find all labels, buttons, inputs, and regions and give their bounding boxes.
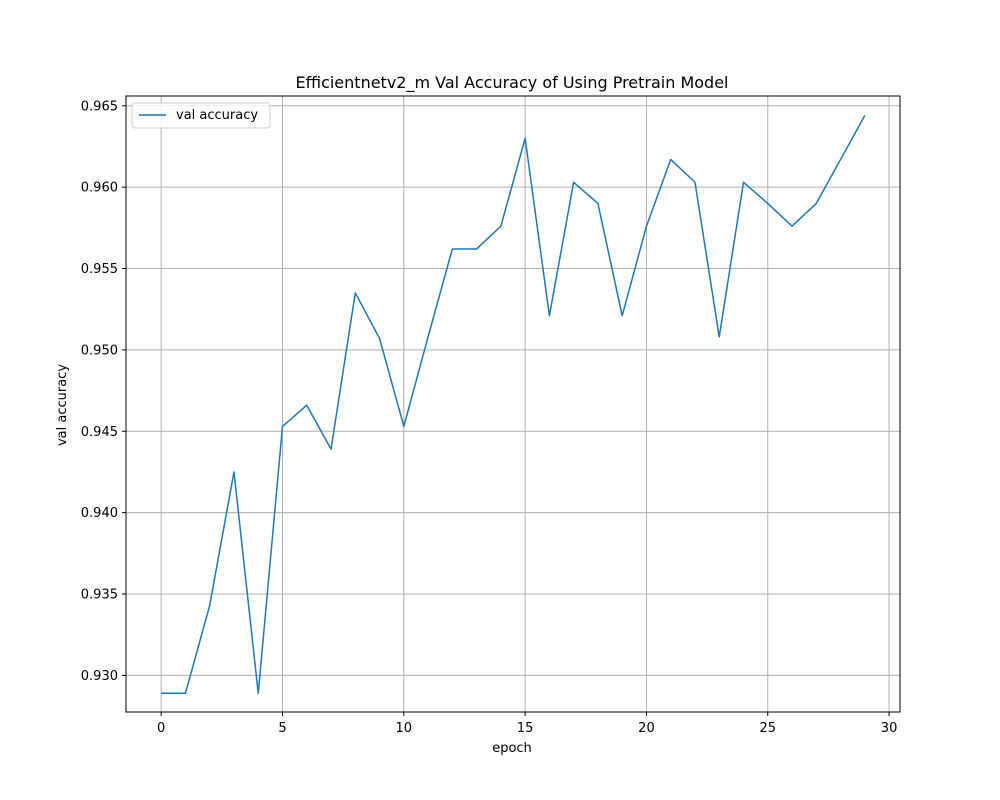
x-tick-label: 20	[638, 721, 655, 736]
y-tick-label: 0.935	[81, 588, 118, 603]
y-tick-label: 0.940	[81, 506, 118, 521]
axes-frame	[125, 95, 901, 713]
x-tick-label: 10	[396, 721, 413, 736]
axis-ticks: 0 5 10 15 20 25 30 0.930 0.935 0.940 0.945 0.950 0.9…	[81, 99, 898, 736]
legend-box	[131, 102, 271, 129]
y-tick-label: 0.945	[81, 425, 118, 440]
y-tick-label: 0.955	[81, 262, 118, 277]
y-tick-label: 0.960	[81, 181, 118, 196]
y-axis-label: val accuracy	[55, 364, 70, 446]
y-tick-label: 0.965	[81, 99, 118, 114]
x-axis-label: epoch	[492, 741, 532, 756]
y-tick-label: 0.950	[81, 343, 118, 358]
series-lines	[161, 115, 866, 695]
legend-label: val accuracy	[176, 108, 258, 123]
chart-title: Efficientnetv2_m Val Accuracy of Using P…	[295, 73, 728, 93]
y-tick-label: 0.930	[81, 669, 118, 684]
grid-lines	[126, 96, 900, 712]
series-line-0	[161, 115, 866, 695]
x-tick-label: 25	[759, 721, 776, 736]
x-tick-label: 15	[517, 721, 534, 736]
x-tick-label: 30	[881, 721, 898, 736]
x-tick-label: 5	[278, 721, 286, 736]
x-tick-label: 0	[157, 721, 165, 736]
legend: val accuracy	[131, 102, 271, 129]
